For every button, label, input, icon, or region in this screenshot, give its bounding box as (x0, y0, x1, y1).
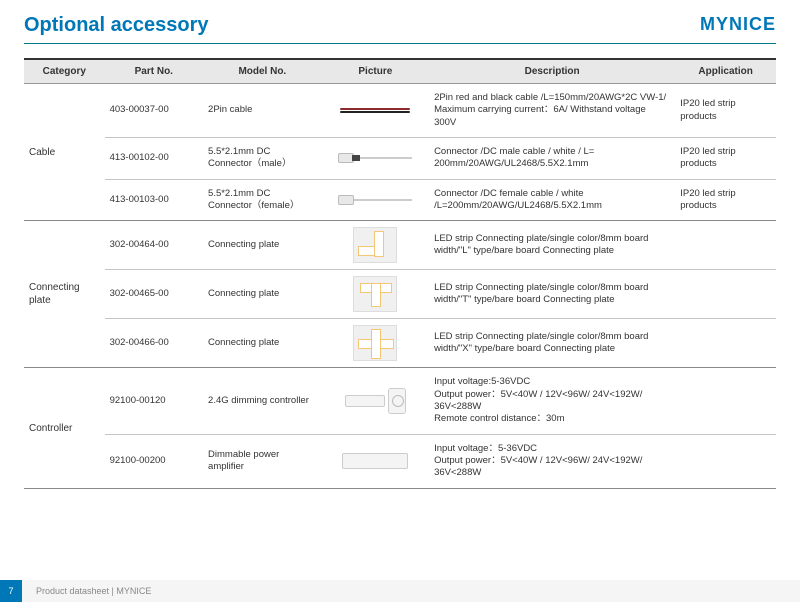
dc-male-icon (338, 151, 412, 165)
model-cell: Connecting plate (203, 319, 322, 368)
table-row: 92100-00200Dimmable power amplifier Input… (24, 434, 776, 488)
part-cell: 413-00102-00 (105, 138, 203, 180)
table-row: Controller92100-001202.4G dimming contro… (24, 368, 776, 434)
model-cell: Connecting plate (203, 221, 322, 270)
desc-cell: LED strip Connecting plate/single color/… (429, 319, 675, 368)
title-underline (24, 43, 776, 44)
picture-cell (322, 434, 429, 488)
picture-cell (322, 179, 429, 221)
category-cell: Connecting plate (24, 221, 105, 368)
brand-logo: MYNICE (700, 14, 776, 35)
app-cell (675, 221, 776, 270)
part-cell: 92100-00200 (105, 434, 203, 488)
picture-cell (322, 270, 429, 319)
desc-cell: Connector /DC male cable / white / L= 20… (429, 138, 675, 180)
picture-cell (322, 221, 429, 270)
category-cell: Cable (24, 84, 105, 221)
model-cell: 5.5*2.1mm DC Connector（female） (203, 179, 322, 221)
col-category: Category (24, 59, 105, 84)
plate-t-icon (353, 276, 397, 312)
model-cell: 2Pin cable (203, 84, 322, 138)
category-cell: Controller (24, 368, 105, 488)
col-picture: Picture (322, 59, 429, 84)
picture-cell (322, 368, 429, 434)
desc-cell: Input voltage：5-36VDC Output power：5V<40… (429, 434, 675, 488)
col-application: Application (675, 59, 776, 84)
picture-cell (322, 138, 429, 180)
table-header-row: Category Part No. Model No. Picture Desc… (24, 59, 776, 84)
page-number: 7 (0, 580, 22, 602)
accessory-table: Category Part No. Model No. Picture Desc… (24, 58, 776, 489)
table-row: Cable403-00037-002Pin cable2Pin red and … (24, 84, 776, 138)
model-cell: 2.4G dimming controller (203, 368, 322, 434)
app-cell (675, 270, 776, 319)
plate-l-icon (353, 227, 397, 263)
page-header: Optional accessory MYNICE (0, 0, 800, 43)
amplifier-icon (342, 453, 408, 469)
picture-cell (322, 84, 429, 138)
part-cell: 302-00464-00 (105, 221, 203, 270)
part-cell: 403-00037-00 (105, 84, 203, 138)
cable-2pin-icon (340, 108, 410, 113)
picture-cell (322, 319, 429, 368)
app-cell (675, 319, 776, 368)
table-body: Cable403-00037-002Pin cable 2Pin red and … (24, 84, 776, 489)
desc-cell: LED strip Connecting plate/single color/… (429, 270, 675, 319)
desc-cell: 2Pin red and black cable /L=150mm/20AWG*… (429, 84, 675, 138)
table-row: 413-00103-005.5*2.1mm DC Connector（femal… (24, 179, 776, 221)
part-cell: 413-00103-00 (105, 179, 203, 221)
part-cell: 302-00465-00 (105, 270, 203, 319)
col-description: Description (429, 59, 675, 84)
page-title: Optional accessory (24, 14, 209, 37)
footer-text: Product datasheet | MYNICE (22, 586, 151, 596)
desc-cell: Input voltage:5-36VDC Output power：5V<40… (429, 368, 675, 434)
app-cell: IP20 led strip products (675, 84, 776, 138)
app-cell: IP20 led strip products (675, 138, 776, 180)
col-partno: Part No. (105, 59, 203, 84)
table-row: 413-00102-005.5*2.1mm DC Connector（male）… (24, 138, 776, 180)
table-row: 302-00465-00Connecting plate LED strip Co… (24, 270, 776, 319)
table-row: 302-00466-00Connecting plate LED strip Co… (24, 319, 776, 368)
model-cell: Connecting plate (203, 270, 322, 319)
app-cell (675, 368, 776, 434)
app-cell (675, 434, 776, 488)
desc-cell: LED strip Connecting plate/single color/… (429, 221, 675, 270)
model-cell: 5.5*2.1mm DC Connector（male） (203, 138, 322, 180)
app-cell: IP20 led strip products (675, 179, 776, 221)
dc-female-icon (338, 193, 412, 207)
col-modelno: Model No. (203, 59, 322, 84)
accessory-table-wrap: Category Part No. Model No. Picture Desc… (24, 58, 776, 489)
model-cell: Dimmable power amplifier (203, 434, 322, 488)
table-row: Connecting plate302-00464-00Connecting p… (24, 221, 776, 270)
page-footer: 7 Product datasheet | MYNICE (0, 580, 800, 602)
part-cell: 302-00466-00 (105, 319, 203, 368)
dimmer-remote-icon (339, 387, 411, 415)
part-cell: 92100-00120 (105, 368, 203, 434)
desc-cell: Connector /DC female cable / white /L=20… (429, 179, 675, 221)
plate-x-icon (353, 325, 397, 361)
